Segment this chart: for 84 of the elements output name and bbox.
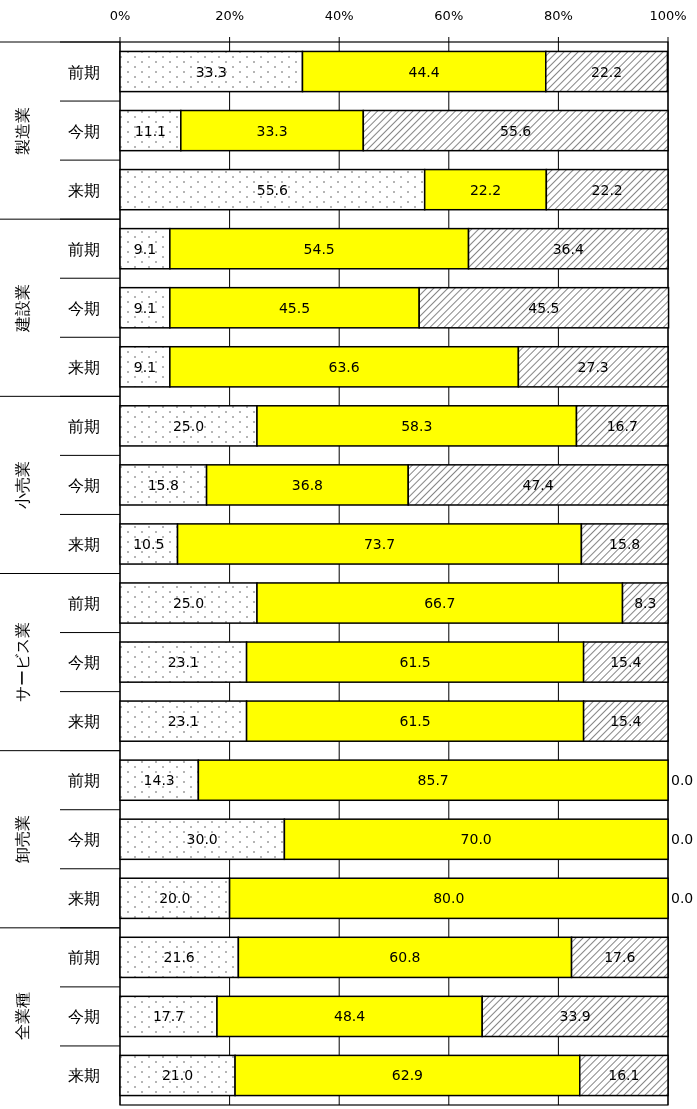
data-label: 58.3 [401, 417, 433, 434]
data-label: 15.4 [610, 654, 642, 671]
y-tick-label: 前期 [68, 948, 100, 968]
data-label: 63.6 [328, 358, 360, 375]
data-label: 21.0 [161, 1067, 194, 1084]
data-label: 85.7 [417, 772, 449, 789]
data-label: 73.7 [363, 535, 396, 552]
data-label: 45.5 [528, 299, 560, 316]
data-label: 15.8 [609, 535, 641, 552]
y-tick-label: 今期 [68, 475, 100, 495]
data-label: 23.1 [167, 654, 199, 671]
data-label: 22.2 [469, 181, 502, 198]
data-label: 16.7 [606, 417, 638, 434]
data-label: 47.4 [522, 476, 554, 493]
data-label: 55.6 [256, 181, 289, 198]
x-tick-label: 0% [109, 8, 131, 23]
x-tick-label: 20% [215, 8, 245, 23]
data-label: 9.1 [133, 240, 157, 257]
y-tick-label: 今期 [68, 121, 100, 141]
data-label: 22.2 [591, 181, 623, 198]
data-label: 36.8 [291, 476, 323, 493]
text: サービス業 [12, 622, 32, 703]
y-tick-label: 来期 [68, 712, 100, 732]
data-label: 61.5 [399, 713, 431, 730]
x-tick-label: 60% [434, 8, 464, 23]
data-label: 25.0 [172, 417, 205, 434]
y-tick-label: 来期 [68, 889, 100, 909]
data-label: 9.1 [133, 299, 157, 316]
x-tick-label: 80% [543, 8, 573, 23]
text: 製造業 [12, 106, 32, 155]
data-label: 54.5 [303, 240, 335, 257]
data-label: 15.4 [610, 713, 642, 730]
data-label: 36.4 [552, 240, 584, 257]
data-label: 27.3 [577, 358, 609, 375]
data-label: 60.8 [389, 949, 421, 966]
data-label: 11.1 [134, 122, 166, 139]
y-tick-label: 今期 [68, 298, 100, 318]
data-label: 25.0 [172, 595, 205, 612]
data-label: 15.8 [147, 476, 179, 493]
y-tick-label: 今期 [68, 653, 100, 673]
data-label: 21.6 [163, 949, 195, 966]
data-label: 61.5 [399, 654, 431, 671]
data-label: 66.7 [424, 595, 456, 612]
y-tick-label: 今期 [68, 1007, 100, 1027]
text: 全業種 [12, 992, 32, 1041]
data-label: 17.6 [604, 949, 636, 966]
data-label: 0.0 [671, 831, 694, 848]
y-tick-label: 来期 [68, 180, 100, 200]
x-tick-label: 100% [649, 8, 687, 23]
y-tick-label: 来期 [68, 357, 100, 377]
text: 卸売業 [12, 815, 32, 864]
data-label: 17.7 [152, 1008, 185, 1025]
x-tick-label: 40% [324, 8, 354, 23]
text: 小売業 [12, 460, 32, 509]
data-label: 33.3 [256, 122, 288, 139]
data-label: 16.1 [608, 1067, 640, 1084]
data-label: 80.0 [433, 890, 465, 907]
data-label: 45.5 [278, 299, 311, 316]
data-label: 20.0 [159, 890, 191, 907]
data-label: 55.6 [500, 122, 532, 139]
y-tick-label: 前期 [68, 594, 100, 614]
y-tick-label: 前期 [68, 771, 100, 791]
data-label: 70.0 [460, 831, 492, 848]
data-label: 30.0 [186, 831, 218, 848]
y-tick-label: 前期 [68, 239, 100, 259]
y-tick-label: 今期 [68, 830, 100, 850]
data-label: 14.3 [143, 772, 175, 789]
data-label: 10.5 [133, 535, 165, 552]
y-tick-label: 来期 [68, 534, 100, 554]
data-label: 0.0 [671, 890, 694, 907]
data-label: 62.9 [391, 1067, 424, 1084]
data-label: 33.3 [195, 63, 227, 80]
data-label: 0.0 [671, 772, 694, 789]
data-label: 44.4 [408, 63, 440, 80]
data-label: 8.3 [634, 595, 657, 612]
text: 建設業 [12, 283, 32, 333]
data-label: 9.1 [133, 358, 157, 375]
y-tick-label: 来期 [68, 1066, 100, 1086]
y-tick-label: 前期 [68, 62, 100, 82]
data-label: 48.4 [334, 1008, 366, 1025]
data-label: 22.2 [591, 63, 623, 80]
data-label: 33.9 [559, 1008, 591, 1025]
y-tick-label: 前期 [68, 416, 100, 436]
data-label: 23.1 [167, 713, 199, 730]
